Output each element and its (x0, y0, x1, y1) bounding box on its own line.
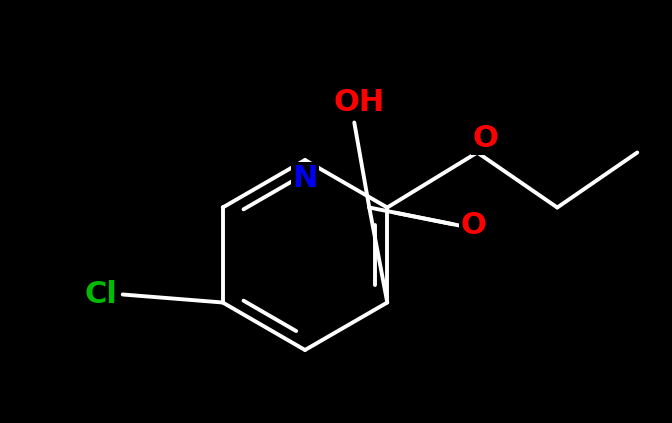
Text: N: N (292, 164, 318, 192)
Text: O: O (460, 211, 487, 240)
Text: O: O (472, 124, 498, 153)
Text: OH: OH (333, 88, 385, 117)
Text: Cl: Cl (84, 280, 117, 309)
